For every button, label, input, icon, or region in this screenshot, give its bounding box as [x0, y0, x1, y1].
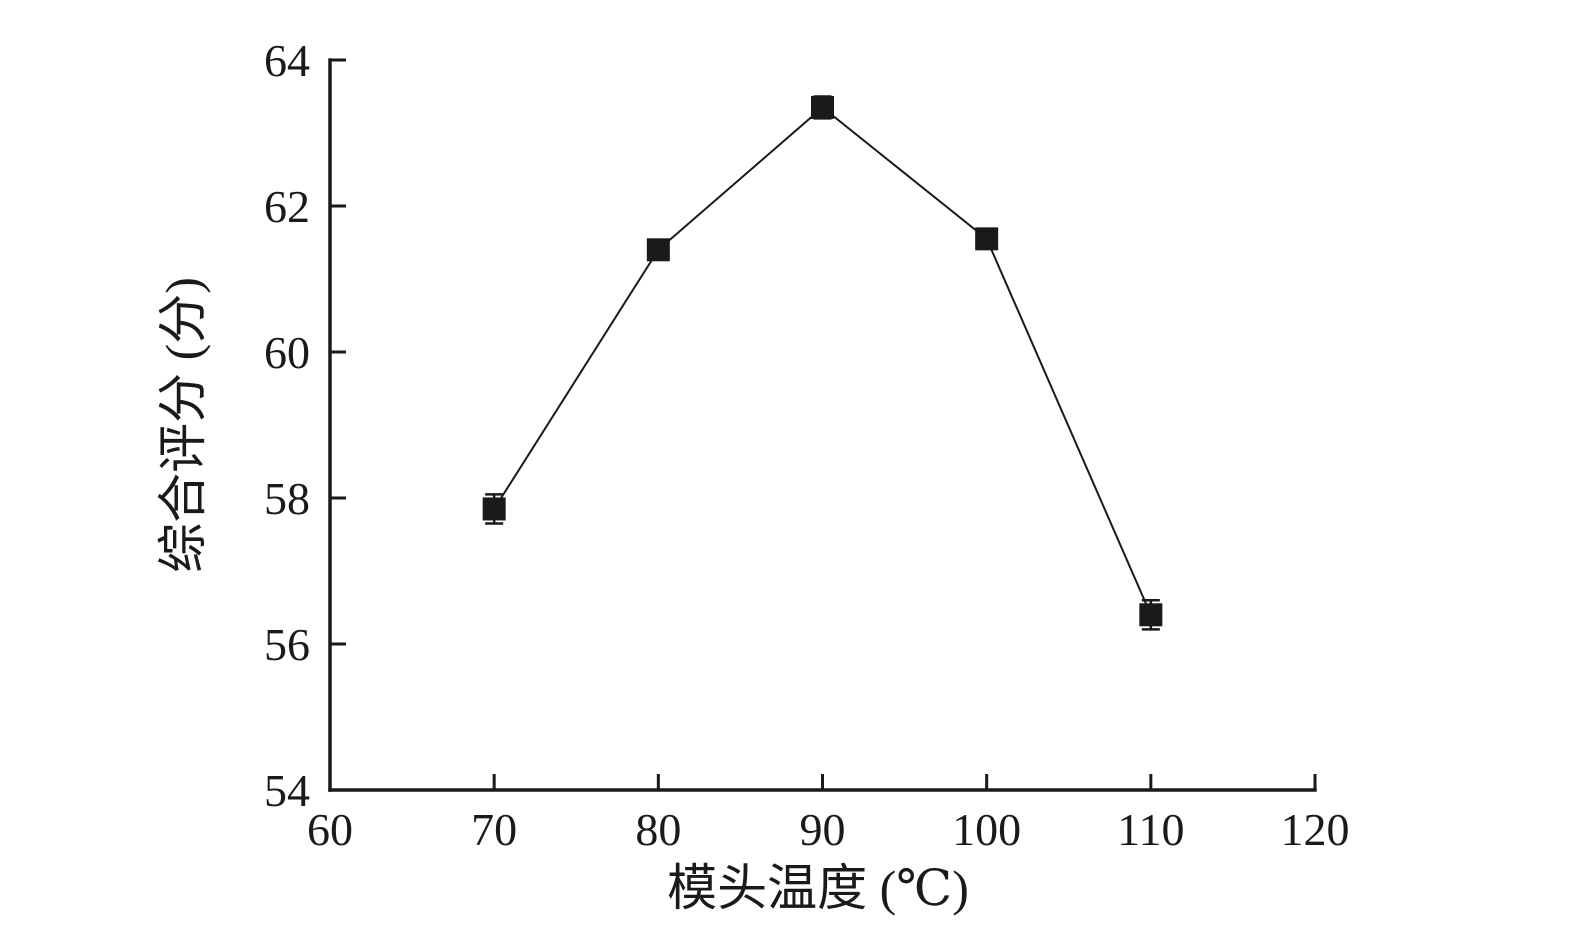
data-point-marker [811, 95, 834, 119]
data-point-marker [646, 238, 670, 262]
y-tick-label: 62 [264, 181, 310, 232]
y-tick-label: 56 [264, 619, 310, 670]
x-tick-label: 90 [800, 804, 846, 855]
data-point-marker [975, 227, 999, 251]
data-point-marker [482, 497, 506, 521]
y-tick-label: 54 [264, 765, 310, 816]
y-tick-label: 58 [264, 473, 310, 524]
x-tick-label: 100 [952, 804, 1021, 855]
y-tick-label: 60 [264, 327, 310, 378]
x-tick-label: 60 [307, 804, 353, 855]
y-tick-label: 64 [264, 35, 310, 86]
plot-area: 60 70 80 90 100 110 120 54 56 58 60 62 64 [264, 35, 1350, 855]
y-axis-title: 综合评分 (分) [155, 277, 211, 573]
data-point-marker [1139, 603, 1163, 627]
x-tick-label: 110 [1117, 804, 1184, 855]
x-tick-label: 70 [471, 804, 517, 855]
x-tick-label: 80 [635, 804, 681, 855]
data-line [493, 106, 1152, 616]
x-axis-title: 模头温度 (℃) [667, 860, 969, 916]
x-tick-label: 120 [1281, 804, 1350, 855]
